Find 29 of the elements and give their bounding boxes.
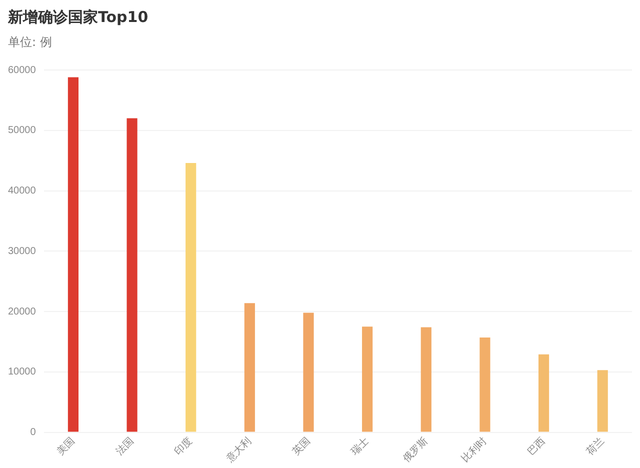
bar [244, 303, 255, 432]
y-tick-label: 40000 [8, 186, 36, 197]
y-tick-label: 0 [30, 427, 36, 438]
bar [538, 354, 550, 432]
bar [186, 162, 196, 432]
bar [597, 370, 608, 432]
x-tick-label: 俄罗斯 [400, 435, 430, 465]
y-tick-label: 10000 [8, 366, 36, 378]
bar [362, 326, 373, 432]
chart-subtitle: 单位: 例 [8, 34, 52, 51]
x-tick-label: 荷兰 [584, 435, 607, 458]
y-tick-label: 60000 [8, 64, 36, 76]
x-tick-label: 印度 [172, 435, 195, 458]
y-tick-label: 30000 [8, 246, 36, 257]
x-tick-label: 英国 [290, 435, 313, 458]
x-tick-label: 法国 [113, 435, 136, 458]
x-tick-label: 巴西 [526, 436, 548, 458]
bar [420, 327, 432, 432]
y-tick-label: 50000 [8, 125, 36, 136]
x-tick-label: 意大利 [223, 435, 254, 466]
y-tick-label: 20000 [8, 306, 36, 318]
bar [480, 338, 490, 432]
bar [68, 77, 79, 432]
x-tick-label: 美国 [54, 435, 78, 458]
bar [303, 312, 314, 432]
x-tick-label: 比利时 [459, 435, 490, 465]
bar [126, 118, 138, 432]
chart-title: 新增确诊国家Top10 [8, 8, 148, 27]
x-tick-label: 瑞士 [348, 435, 372, 458]
